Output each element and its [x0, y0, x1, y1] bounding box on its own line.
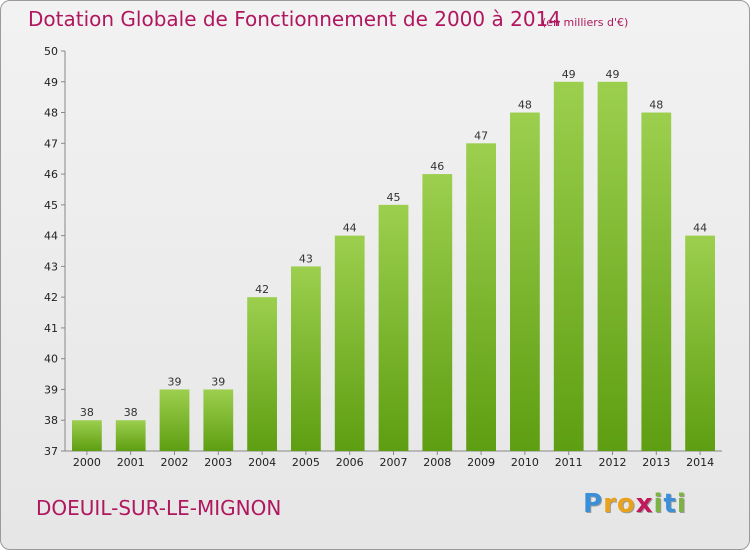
bar-value-label: 42 — [255, 283, 269, 296]
y-tick-label: 50 — [44, 45, 58, 58]
bar-value-label: 44 — [693, 222, 707, 235]
bar — [510, 112, 540, 452]
logo-letter: r — [603, 489, 617, 519]
bar — [159, 389, 190, 451]
bar — [334, 235, 365, 451]
y-tick-label: 45 — [44, 199, 58, 212]
x-tick-label: 2013 — [642, 456, 670, 469]
logo-letter: o — [616, 489, 636, 519]
x-tick-label: 2003 — [204, 456, 232, 469]
commune-name: DOEUIL-SUR-LE-MIGNON — [36, 496, 282, 520]
x-axis-ticks: 2000 2001 2002 2003 2004 2005 2006 2007 2008 2009… — [73, 451, 714, 469]
bar — [72, 420, 102, 451]
x-tick-label: 2011 — [555, 456, 583, 469]
x-tick-label: 2014 — [686, 456, 714, 469]
y-tick-label: 41 — [44, 322, 58, 335]
x-tick-label: 2006 — [336, 456, 364, 469]
x-tick-label: 2005 — [292, 456, 320, 469]
bar — [553, 81, 584, 452]
y-tick-label: 49 — [44, 76, 58, 89]
bar-value-label: 49 — [562, 68, 576, 81]
logo-letter: P — [583, 489, 604, 519]
bar — [247, 297, 277, 451]
bar — [422, 174, 453, 452]
bar-value-label: 38 — [80, 406, 94, 419]
y-tick-label: 48 — [44, 107, 58, 120]
y-axis-ticks: 37 38 39 40 41 42 43 44 45 46 47 48 49 50 — [44, 45, 65, 458]
x-tick-label: 2000 — [73, 456, 101, 469]
x-tick-label: 2001 — [117, 456, 145, 469]
x-tick-label: 2009 — [467, 456, 495, 469]
bar-value-label: 47 — [474, 129, 488, 142]
bar-value-label: 46 — [430, 160, 444, 173]
y-tick-label: 39 — [44, 383, 58, 396]
bars: 38 38 39 39 42 43 44 45 46 47 48 49 49 48 44 — [72, 68, 715, 452]
logo-letter: i — [653, 489, 664, 519]
x-tick-label: 2007 — [380, 456, 408, 469]
bar — [378, 204, 409, 451]
bar — [115, 420, 146, 451]
y-tick-label: 38 — [44, 414, 58, 427]
y-tick-label: 46 — [44, 168, 58, 181]
bar-value-label: 48 — [518, 99, 532, 112]
logo-letter: x — [635, 489, 654, 519]
bar — [203, 389, 234, 451]
bar-value-label: 49 — [606, 68, 620, 81]
y-tick-label: 47 — [44, 137, 58, 150]
y-tick-label: 42 — [44, 291, 58, 304]
bar-value-label: 39 — [168, 375, 182, 388]
x-tick-label: 2002 — [161, 456, 189, 469]
x-tick-label: 2004 — [248, 456, 276, 469]
x-tick-label: 2012 — [599, 456, 627, 469]
bar — [597, 81, 628, 452]
x-tick-label: 2010 — [511, 456, 539, 469]
y-tick-label: 40 — [44, 353, 58, 366]
bar-value-label: 45 — [387, 191, 401, 204]
chart-subtitle: (en milliers d'€) — [542, 16, 629, 29]
bar-value-label: 38 — [124, 406, 138, 419]
bar — [466, 143, 496, 452]
bar-value-label: 48 — [649, 99, 663, 112]
bar-value-label: 39 — [211, 375, 225, 388]
logo-letter: t — [663, 489, 677, 519]
y-tick-label: 37 — [44, 445, 58, 458]
bar-value-label: 43 — [299, 252, 313, 265]
logo-letter: i — [676, 489, 687, 519]
y-tick-label: 43 — [44, 260, 58, 273]
proxiti-logo: Proxiti — [583, 489, 687, 519]
bar — [685, 235, 715, 451]
bar — [641, 112, 672, 452]
y-tick-label: 44 — [44, 230, 58, 243]
bar-value-label: 44 — [343, 222, 357, 235]
chart-title: Dotation Globale de Fonctionnement de 20… — [28, 7, 561, 31]
bar — [291, 266, 321, 451]
x-tick-label: 2008 — [423, 456, 451, 469]
